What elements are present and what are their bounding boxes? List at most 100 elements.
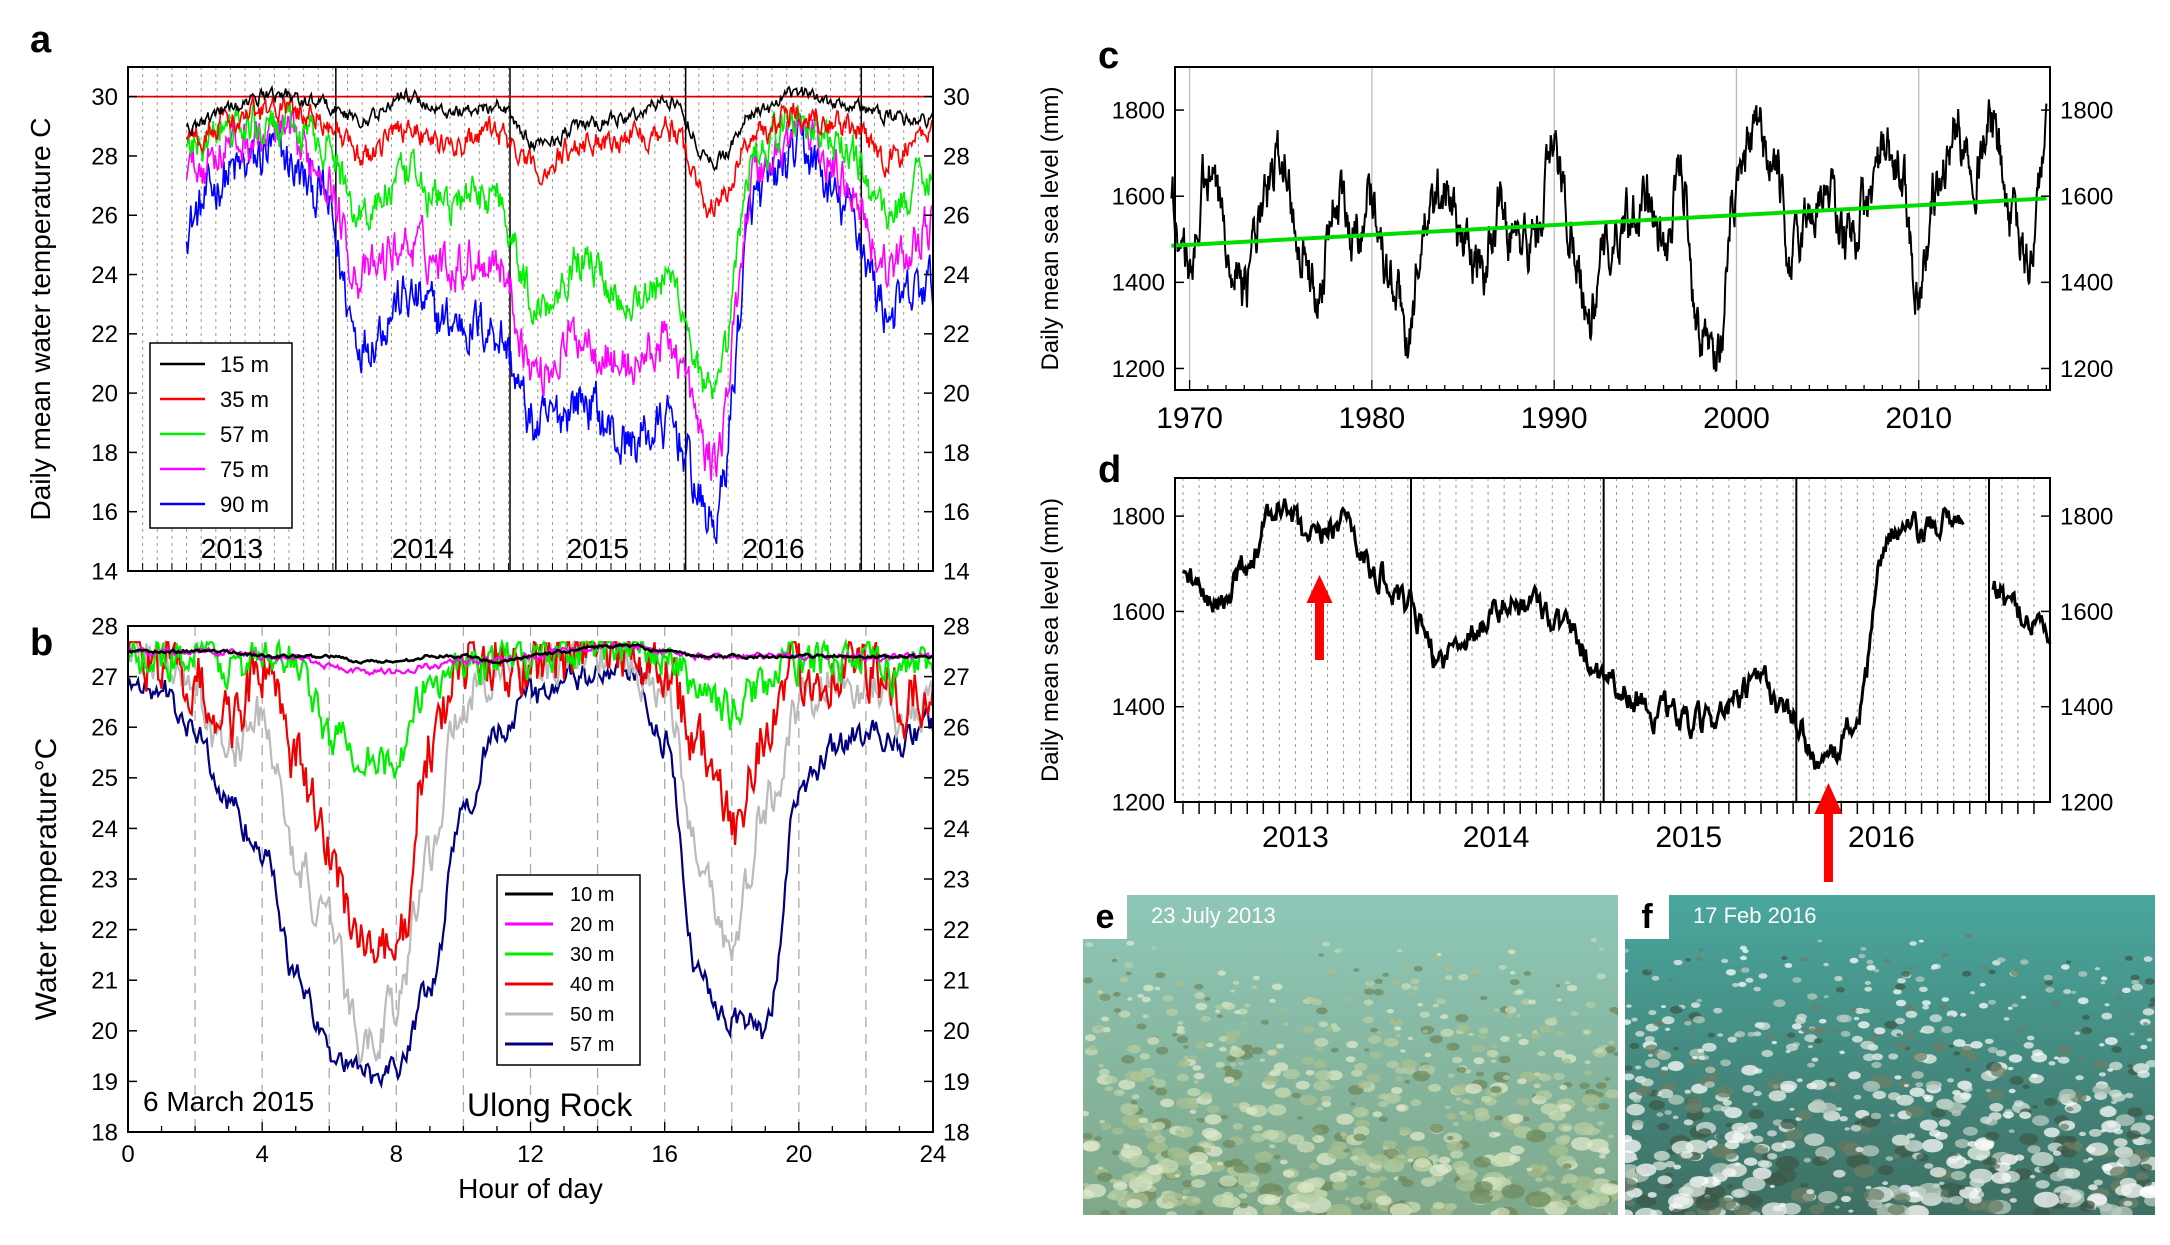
photo-f-coral-branch bbox=[1670, 1005, 1683, 1014]
photo-e-coral-branch bbox=[1462, 1098, 1470, 1104]
photo-f-coral-branch bbox=[1796, 1078, 1803, 1083]
photo-e-coral-branch bbox=[1583, 1070, 1592, 1076]
photo-f-coral-branch bbox=[1626, 1103, 1645, 1116]
legend-label: 90 m bbox=[220, 492, 269, 517]
photo-e-coral-branch bbox=[1608, 1134, 1614, 1139]
photo-f-coral-branch bbox=[2099, 1204, 2122, 1215]
ytick-label-left: 1400 bbox=[1112, 270, 1165, 297]
photo-e-coral-branch bbox=[1112, 1181, 1128, 1191]
photo-e-coral-branch bbox=[1221, 1196, 1241, 1209]
photo-f-coral-branch bbox=[1807, 1045, 1813, 1049]
sea-level-series bbox=[1181, 498, 1965, 770]
photo-e-coral-branch bbox=[1084, 1034, 1096, 1042]
photo-f-coral-branch bbox=[1636, 1163, 1657, 1177]
photo-e-coral-branch bbox=[1189, 1103, 1199, 1110]
photo-f-coral-branch bbox=[2123, 1200, 2133, 1207]
photo-f-coral-branch bbox=[2148, 1003, 2155, 1007]
photo-f-coral-branch bbox=[1668, 1193, 1694, 1210]
photo-e-coral-branch bbox=[1166, 1211, 1177, 1215]
photo-f-coral-branch bbox=[2087, 1142, 2109, 1156]
photo-f-coral-branch bbox=[2020, 959, 2029, 965]
photo-f-coral-branch bbox=[1779, 1202, 1787, 1207]
photo-f-coral-branch bbox=[1727, 1036, 1737, 1043]
photo-f-coral-branch bbox=[2149, 997, 2155, 1004]
photo-e-coral-branch bbox=[1490, 1085, 1502, 1094]
photo-f-coral-branch bbox=[1872, 1090, 1887, 1100]
ytick-label-right: 28 bbox=[943, 143, 970, 170]
photo-e-coral-branch bbox=[1401, 983, 1412, 990]
photo-e-coral-branch bbox=[1194, 992, 1205, 999]
photo-e-coral-branch bbox=[1225, 1037, 1236, 1044]
photo-f-coral-branch bbox=[1823, 995, 1829, 999]
photo-f-coral-branch bbox=[1784, 963, 1793, 968]
photo-e-coral-branch bbox=[1595, 1129, 1601, 1133]
photo-f-coral-branch bbox=[1823, 962, 1829, 967]
photo-e-coral-branch bbox=[1375, 1030, 1383, 1035]
photo-e-coral-branch bbox=[1364, 988, 1375, 995]
photo-e-coral-branch bbox=[1269, 998, 1276, 1003]
photo-f-coral-branch bbox=[1625, 1209, 1633, 1215]
photo-e-coral-branch bbox=[1436, 952, 1442, 957]
photo-e-coral-branch bbox=[1429, 1035, 1443, 1044]
photo-e-coral-branch bbox=[1523, 971, 1532, 976]
photo-e-coral-branch bbox=[1113, 1008, 1122, 1013]
photo-f-coral-branch bbox=[2143, 956, 2153, 962]
photo-e-coral-branch bbox=[1507, 1176, 1514, 1180]
photo-f-coral-branch bbox=[1858, 953, 1866, 959]
photo-f-coral-branch bbox=[1753, 1031, 1762, 1037]
year-label: 2015 bbox=[1655, 821, 1722, 854]
date-note: 6 March 2015 bbox=[143, 1086, 314, 1117]
photo-f-coral-branch bbox=[1840, 1030, 1851, 1037]
photo-e-coral-branch bbox=[1455, 1178, 1477, 1192]
photo-e-coral-branch bbox=[1245, 1107, 1258, 1115]
photo-f-coral-branch bbox=[2060, 964, 2070, 970]
photo-e-coral-branch bbox=[1566, 984, 1578, 992]
photo-f-coral-branch bbox=[1625, 1073, 1635, 1081]
photo-f-coral-branch bbox=[1861, 1145, 1880, 1157]
photo-f-coral-branch bbox=[1635, 1085, 1652, 1097]
photo-f-coral-branch bbox=[2111, 1100, 2117, 1104]
photo-e-coral-branch bbox=[1216, 1161, 1223, 1166]
photo-e-coral-branch bbox=[1350, 1196, 1364, 1205]
photo-e-coral-branch bbox=[1311, 1136, 1319, 1141]
photo-f-coral-branch bbox=[1809, 1027, 1817, 1032]
photo-f-coral-branch bbox=[2109, 1061, 2123, 1071]
photo-f-coral-branch bbox=[1687, 1058, 1698, 1066]
photo-f-coral-branch bbox=[1780, 1118, 1797, 1130]
photo-f-coral-branch bbox=[1673, 959, 1683, 966]
photo-f-coral-branch bbox=[1668, 1094, 1685, 1105]
photo-f-coral-branch bbox=[1834, 1205, 1840, 1209]
legend-label: 50 m bbox=[570, 1004, 614, 1026]
plot-frame bbox=[1174, 477, 2051, 803]
photo-e-coral-branch bbox=[1192, 1065, 1202, 1071]
photo-e-coral-branch bbox=[1113, 1089, 1125, 1097]
photo-f-coral-branch bbox=[1931, 964, 1938, 969]
photo-e-coral-branch bbox=[1608, 1040, 1615, 1045]
photo-e-coral-branch bbox=[1508, 1155, 1521, 1163]
photo-f-coral-branch bbox=[2094, 967, 2101, 971]
photo-e-coral-branch bbox=[1239, 1202, 1249, 1209]
photo-e-coral-branch bbox=[1594, 1167, 1606, 1175]
photo-f-coral-branch bbox=[1894, 1075, 1902, 1080]
photo-e-coral-branch bbox=[1151, 1077, 1158, 1081]
photo-f-coral-branch bbox=[1965, 1068, 1971, 1072]
photo-e-coral-branch bbox=[1206, 1042, 1214, 1048]
photo-e-coral-branch bbox=[1540, 1167, 1548, 1173]
photo-f-coral-branch bbox=[2059, 1189, 2082, 1204]
photo-e-coral-branch bbox=[1471, 1044, 1485, 1053]
photo-f-coral-branch bbox=[2031, 1073, 2038, 1078]
ytick-label-right: 22 bbox=[943, 917, 970, 944]
photo-e-coral-branch bbox=[1113, 991, 1121, 997]
photo-e-coral-branch bbox=[1314, 1045, 1324, 1052]
photo-f-coral-branch bbox=[1684, 1089, 1692, 1094]
xtick-label: 2010 bbox=[1885, 402, 1952, 435]
photo-f-coral-branch bbox=[1625, 1191, 1634, 1201]
photo-f-coral-branch bbox=[1905, 1010, 1918, 1018]
ytick-label-left: 1600 bbox=[1112, 184, 1165, 211]
photo-e-coral-branch bbox=[1429, 1164, 1449, 1177]
photo-e-coral-branch bbox=[1420, 1025, 1435, 1035]
photo-e-coral-branch bbox=[1471, 968, 1481, 975]
photo-e-coral-branch bbox=[1392, 978, 1401, 985]
photo-f-coral-branch bbox=[2101, 1012, 2113, 1020]
year-label: 2015 bbox=[567, 533, 629, 564]
